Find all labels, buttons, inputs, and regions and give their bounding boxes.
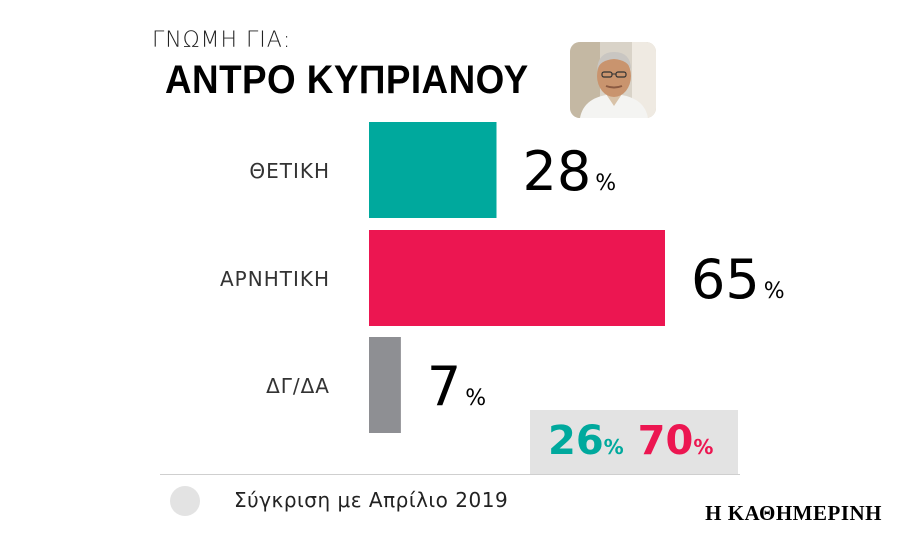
category-label: ΑΡΝΗΤΙΚΗ (220, 267, 330, 291)
value-label: 7% (427, 355, 486, 418)
bar (369, 337, 401, 433)
category-label: ΘΕΤΙΚΗ (249, 159, 330, 183)
divider-line (160, 474, 740, 475)
chart-subtitle: ΓΝΩΜΗ ΓΙΑ: (152, 28, 292, 53)
legend-marker (170, 486, 200, 516)
value-label: 65% (691, 248, 785, 311)
comparison-positive: 26% (548, 418, 624, 464)
comparison-negative: 70% (637, 418, 714, 464)
value-label: 28% (523, 140, 617, 203)
category-label: ΔΓ/ΔΑ (266, 374, 330, 398)
bar (369, 122, 497, 218)
comparison-values: 26% 70% (548, 418, 713, 464)
bar (369, 230, 665, 326)
brand-logo: Η ΚΑΘΗΜΕΡΙΝΗ (705, 501, 882, 525)
comparison-box (530, 410, 738, 474)
portrait-photo (570, 42, 656, 118)
chart-title: ΑΝΤΡΟ ΚΥΠΡΙΑΝΟΥ (165, 58, 529, 102)
legend-label: Σύγκριση με Απρίλιο 2019 (234, 488, 509, 512)
